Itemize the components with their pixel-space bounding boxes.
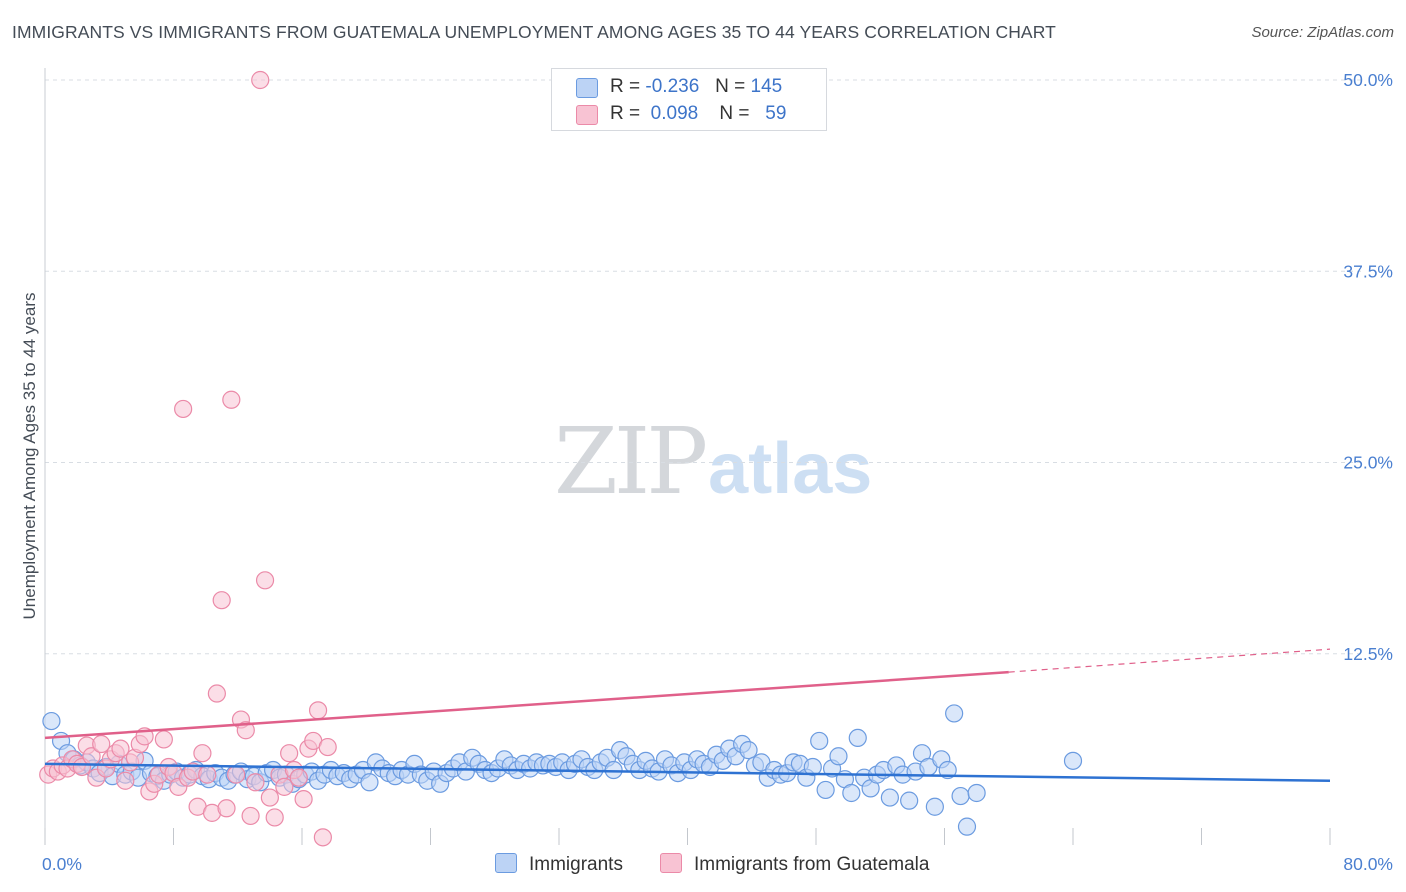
- guatemala-trend-line: [45, 672, 1009, 738]
- guatemala-point: [252, 72, 269, 89]
- guatemala-point: [247, 774, 264, 791]
- guatemala-point: [218, 800, 235, 817]
- n-value: 59: [765, 103, 786, 124]
- guatemala-point: [242, 807, 259, 824]
- r-label: R =: [610, 103, 640, 124]
- bottom-legend-guatemala: Immigrants from Guatemala: [660, 853, 929, 876]
- n-label: N =: [715, 76, 745, 97]
- y-tick-label: 37.5%: [1343, 261, 1393, 281]
- guatemala-trend-extension: [1009, 649, 1330, 672]
- r-label: R =: [610, 76, 640, 97]
- immigrants-point: [817, 781, 834, 798]
- legend-swatch-blue: [576, 78, 598, 98]
- immigrants-point: [43, 713, 60, 730]
- guatemala-point: [310, 702, 327, 719]
- immigrants-point: [843, 784, 860, 801]
- y-tick-label: 50.0%: [1343, 70, 1393, 90]
- y-tick-label: 25.0%: [1343, 453, 1393, 473]
- immigrants-point: [968, 784, 985, 801]
- bottom-legend-immigrants: Immigrants: [495, 853, 623, 876]
- point-layer: [40, 72, 1082, 846]
- guatemala-point: [257, 572, 274, 589]
- immigrants-point: [740, 742, 757, 759]
- x-tick-label: 80.0%: [1343, 854, 1393, 874]
- guatemala-point: [208, 685, 225, 702]
- guatemala-point: [281, 745, 298, 762]
- n-value: 145: [751, 76, 783, 97]
- guatemala-point: [155, 731, 172, 748]
- x-tick-label: 0.0%: [42, 854, 82, 874]
- legend-label: Immigrants from Guatemala: [694, 854, 929, 875]
- immigrants-point: [849, 729, 866, 746]
- guatemala-point: [266, 809, 283, 826]
- legend-label: Immigrants: [529, 854, 623, 875]
- legend-text: R = 0.098 N = 59: [610, 103, 786, 125]
- guatemala-point: [117, 772, 134, 789]
- scatter-plot: 12.5% 25.0% 37.5% 50.0% 0.0% 80.0%: [0, 0, 1406, 892]
- r-value: -0.236: [645, 76, 699, 97]
- immigrants-point: [901, 792, 918, 809]
- y-tick-label: 12.5%: [1343, 644, 1393, 664]
- guatemala-point: [194, 745, 211, 762]
- immigrants-point: [811, 732, 828, 749]
- guatemala-point: [295, 791, 312, 808]
- guatemala-point: [228, 766, 245, 783]
- immigrants-point: [361, 774, 378, 791]
- r-value: 0.098: [651, 103, 699, 124]
- immigrants-point: [952, 788, 969, 805]
- immigrants-point: [946, 705, 963, 722]
- guatemala-point: [223, 391, 240, 408]
- guatemala-point: [199, 766, 216, 783]
- guatemala-point: [213, 592, 230, 609]
- guatemala-point: [319, 739, 336, 756]
- guatemala-point: [261, 789, 278, 806]
- legend-text: R = -0.236 N = 145: [610, 76, 782, 98]
- legend-swatch-pink: [576, 105, 598, 125]
- immigrants-point: [958, 818, 975, 835]
- n-label: N =: [719, 103, 749, 124]
- guatemala-point: [314, 829, 331, 846]
- immigrants-point: [926, 798, 943, 815]
- correlation-legend: R = -0.236 N = 145 R = 0.098 N = 59: [551, 68, 827, 131]
- guatemala-point: [290, 769, 307, 786]
- legend-swatch-blue: [495, 853, 517, 873]
- immigrants-point: [1065, 752, 1082, 769]
- immigrants-point: [881, 789, 898, 806]
- tick-layer: [45, 828, 1330, 845]
- immigrants-point: [830, 748, 847, 765]
- guatemala-point: [175, 400, 192, 417]
- legend-swatch-pink: [660, 853, 682, 873]
